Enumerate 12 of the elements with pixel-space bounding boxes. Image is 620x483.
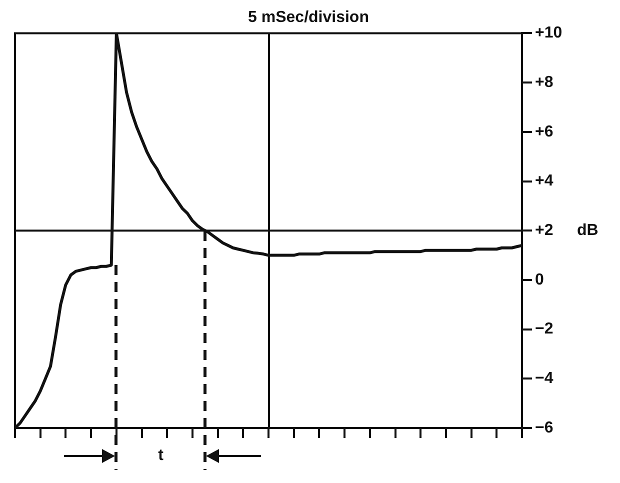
chart-title: 5 mSec/division [248, 9, 369, 26]
y-tick-label: +2 [535, 222, 554, 240]
text: t [157, 446, 164, 466]
y-tick-label: +10 [535, 24, 562, 42]
y-tick-label: +8 [535, 74, 554, 91]
y-axis-title: dB [577, 222, 598, 240]
y-tick-label: −6 [535, 419, 554, 436]
y-tick-label: 0 [535, 271, 544, 288]
y-tick-label: +6 [535, 123, 554, 140]
y-tick-label: −4 [535, 370, 554, 388]
y-tick-label: −2 [535, 320, 554, 338]
y-tick-label: +4 [535, 172, 554, 190]
